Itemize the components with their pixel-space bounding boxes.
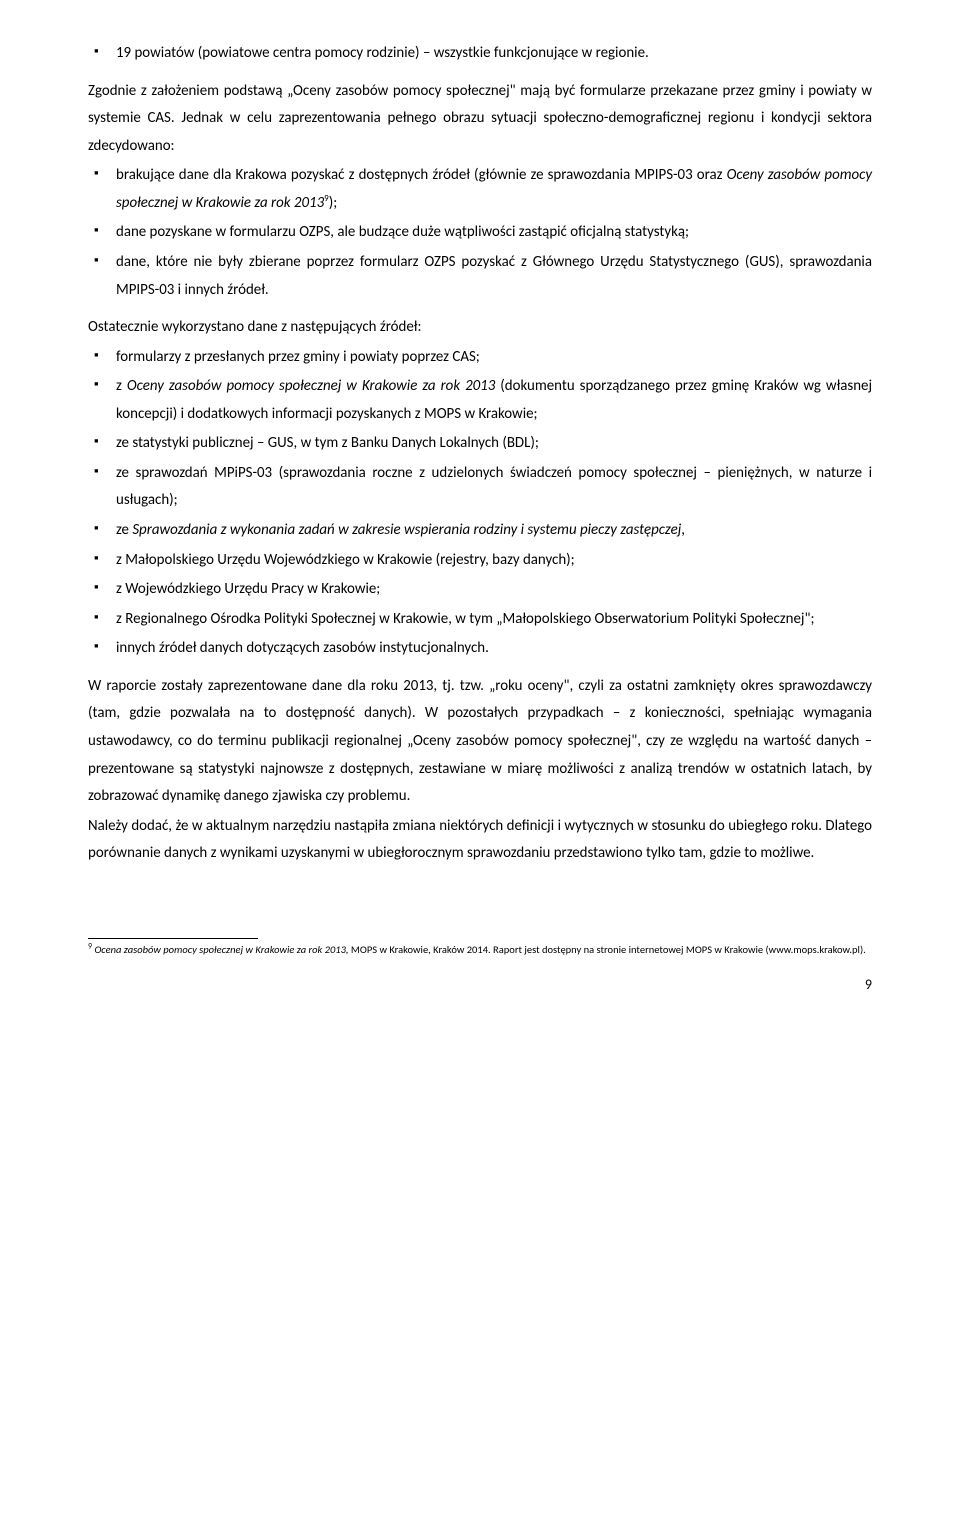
paragraph-intro: Zgodnie z założeniem podstawą „Oceny zas… <box>88 78 872 161</box>
text: z <box>116 377 127 395</box>
list-item: 19 powiatów (powiatowe centra pomocy rod… <box>88 40 872 68</box>
list-item: dane pozyskane w formularzu OZPS, ale bu… <box>88 219 872 247</box>
paragraph-sources-intro: Ostatecznie wykorzystano dane z następuj… <box>88 314 872 342</box>
list-item: dane, które nie były zbierane poprzez fo… <box>88 249 872 304</box>
paragraph-report: W raporcie zostały zaprezentowane dane d… <box>88 673 872 811</box>
text: , <box>681 521 685 539</box>
list-item: z Oceny zasobów pomocy społecznej w Krak… <box>88 373 872 428</box>
text: ); <box>329 194 338 212</box>
text: brakujące dane dla Krakowa pozyskać z do… <box>116 166 727 184</box>
footnote-separator <box>88 938 258 939</box>
list-item: ze statystyki publicznej – GUS, w tym z … <box>88 430 872 458</box>
list-item: z Regionalnego Ośrodka Polityki Społeczn… <box>88 606 872 634</box>
text: MOPS w Krakowie, Kraków 2014. Raport jes… <box>349 943 866 956</box>
list-item: brakujące dane dla Krakowa pozyskać z do… <box>88 162 872 217</box>
list-item: z Małopolskiego Urzędu Wojewódzkiego w K… <box>88 547 872 575</box>
page-number: 9 <box>88 972 872 998</box>
list-item: ze sprawozdań MPiPS-03 (sprawozdania roc… <box>88 460 872 515</box>
sources-bullet-list: formularzy z przesłanych przez gminy i p… <box>88 344 872 663</box>
list-item: innych źródeł danych dotyczących zasobów… <box>88 635 872 663</box>
list-item: ze Sprawozdania z wykonania zadań w zakr… <box>88 517 872 545</box>
italic-title: Sprawozdania z wykonania zadań w zakresi… <box>132 521 681 539</box>
paragraph-note: Należy dodać, że w aktualnym narzędziu n… <box>88 813 872 868</box>
decisions-bullet-list: brakujące dane dla Krakowa pozyskać z do… <box>88 162 872 304</box>
italic-title: Ocena zasobów pomocy społecznej w Krakow… <box>94 943 348 956</box>
text: ze <box>116 521 132 539</box>
list-item: z Wojewódzkiego Urzędu Pracy w Krakowie; <box>88 576 872 604</box>
italic-title: Oceny zasobów pomocy społecznej w Krakow… <box>127 377 495 395</box>
intro-bullet-list: 19 powiatów (powiatowe centra pomocy rod… <box>88 40 872 68</box>
footnote: 9 Ocena zasobów pomocy społecznej w Krak… <box>88 943 872 957</box>
list-item: formularzy z przesłanych przez gminy i p… <box>88 344 872 372</box>
